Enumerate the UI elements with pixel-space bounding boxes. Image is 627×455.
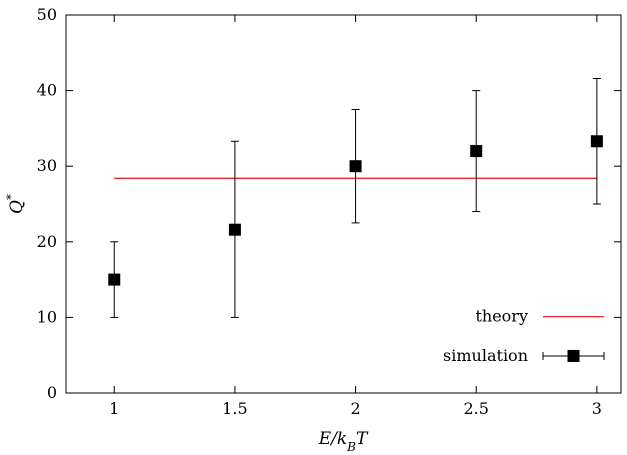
square-marker <box>228 223 241 236</box>
square-marker <box>590 135 603 148</box>
x-tick-label: 2 <box>350 399 360 418</box>
simulation-point <box>590 78 603 205</box>
y-tick-label: 0 <box>47 383 57 402</box>
simulation-point <box>470 90 483 213</box>
legend-simulation-swatch <box>542 349 605 362</box>
simulation-point <box>108 241 121 318</box>
legend-theory-label: theory <box>475 307 528 326</box>
y-tick-label: 40 <box>37 81 57 100</box>
x-axis-title: E/kBT <box>318 429 369 454</box>
x-tick-label: 1 <box>109 399 119 418</box>
legend: theory simulation <box>443 307 605 365</box>
plot-series <box>108 78 603 318</box>
x-tick-label: 3 <box>592 399 602 418</box>
axis-ticks <box>66 14 621 394</box>
legend-simulation-label: simulation <box>443 346 528 365</box>
simulation-point <box>228 140 241 318</box>
y-tick-label: 20 <box>37 232 57 251</box>
square-marker <box>349 160 362 173</box>
y-tick-label: 50 <box>37 5 57 24</box>
y-axis-title: Q* <box>4 194 27 214</box>
legend-square-marker <box>567 349 580 362</box>
y-tick-label: 10 <box>37 307 57 326</box>
simulation-point <box>349 109 362 224</box>
square-marker <box>470 145 483 158</box>
y-tick-label: 30 <box>37 156 57 175</box>
x-tick-label: 1.5 <box>222 399 247 418</box>
square-marker <box>108 273 121 286</box>
x-tick-label: 2.5 <box>463 399 488 418</box>
plot-frame <box>65 14 622 394</box>
